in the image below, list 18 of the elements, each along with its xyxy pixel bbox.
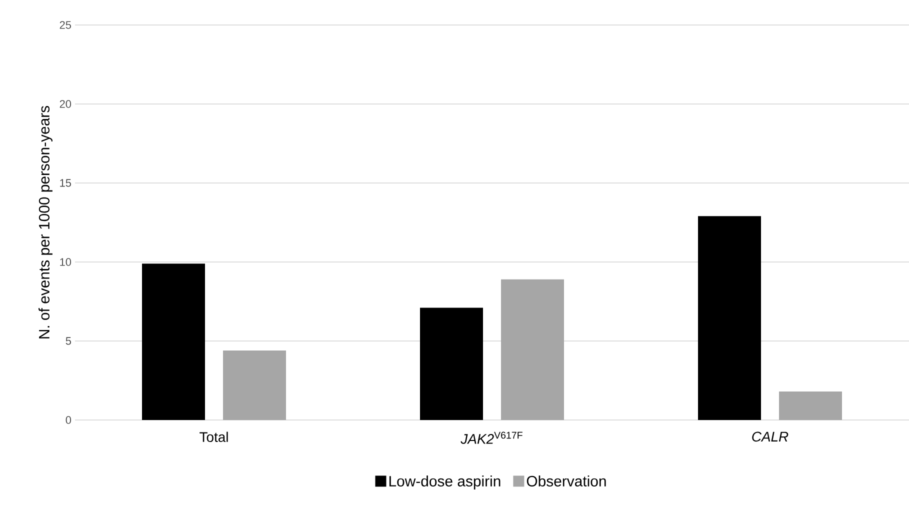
- bar: [420, 308, 484, 420]
- legend-label: Observation: [526, 476, 606, 486]
- bar: [142, 264, 206, 420]
- y-tick-label: 0: [66, 416, 72, 424]
- bar: [223, 350, 286, 420]
- x-tick-label: Total: [200, 432, 228, 442]
- y-tick-label: 20: [60, 100, 72, 108]
- x-tick-label: CALR: [752, 432, 788, 442]
- y-tick-label: 5: [66, 337, 72, 345]
- bar: [501, 279, 564, 420]
- y-axis-title: N. of events per 1000 person-years: [38, 106, 52, 338]
- x-tick-label: JAK2$^{V617F}$: [460, 432, 522, 444]
- y-tick-label: 25: [60, 21, 72, 29]
- bar: [779, 392, 842, 420]
- legend-label: Low-dose aspirin: [389, 476, 500, 490]
- y-tick-label: 15: [60, 179, 72, 187]
- y-tick-label: 10: [60, 258, 72, 266]
- bar: [698, 216, 762, 420]
